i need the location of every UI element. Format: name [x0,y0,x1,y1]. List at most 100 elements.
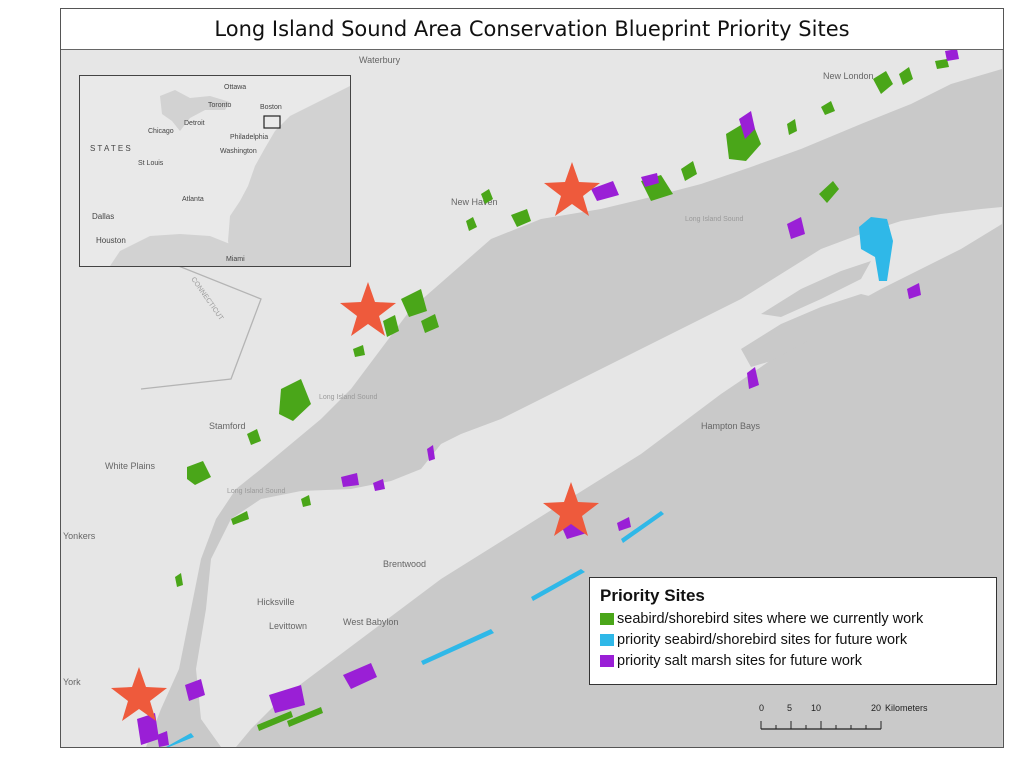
label-brentwood: Brentwood [383,559,426,569]
site-purple[interactable] [343,663,377,689]
label-white-plains: White Plains [105,461,156,471]
scale-tick-5: 5 [787,703,793,713]
site-purple[interactable] [907,283,921,299]
site-green[interactable] [353,345,365,357]
star-marker[interactable] [544,162,600,216]
site-green[interactable] [247,429,261,445]
site-purple[interactable] [341,473,359,487]
inset-label-states: S T A T E S [90,144,131,153]
star-marker[interactable] [111,667,167,721]
inset-label-dallas: Dallas [92,212,115,221]
inset-label-st-louis: St Louis [138,160,164,167]
site-purple[interactable] [739,111,755,139]
legend-label: priority seabird/shorebird sites for fut… [617,631,908,648]
state-boundary [140,258,262,390]
site-blue[interactable] [166,733,194,747]
site-green[interactable] [175,573,183,587]
site-green[interactable] [401,289,427,317]
inset-label-toronto: Toronto [208,102,232,109]
title-bar: Long Island Sound Area Conservation Blue… [61,9,1003,50]
site-green[interactable] [873,71,893,94]
inset-extent-box [263,115,281,129]
legend-swatch-green [600,612,614,625]
future-seabird-sites [166,217,893,747]
site-blue[interactable] [531,569,585,601]
legend-item-current: seabird/shorebird sites where we current… [600,608,986,629]
label-waterbury: Waterbury [359,55,401,65]
site-green[interactable] [819,181,839,203]
site-green[interactable] [899,67,913,85]
star-marker[interactable] [340,282,396,336]
star-marker[interactable] [543,482,599,536]
inset-label-boston: Boston [260,104,282,111]
legend-item-future-seabird: priority seabird/shorebird sites for fut… [600,629,986,650]
highlight-stars [111,162,600,721]
label-lis-1: Long Island Sound [685,216,743,223]
site-purple[interactable] [641,173,659,187]
inset-label-chicago: Chicago [148,128,174,135]
site-green[interactable] [301,495,311,507]
site-purple[interactable] [747,367,759,389]
map-frame: Long Island Sound Area Conservation Blue… [60,8,1004,748]
legend-swatch-purple [600,654,614,667]
legend: Priority Sites seabird/shorebird sites w… [589,577,997,685]
site-purple[interactable] [945,49,959,61]
site-green[interactable] [466,217,477,231]
site-blue[interactable] [859,217,893,281]
label-stamford: Stamford [209,421,246,431]
label-west-babylon: West Babylon [343,617,398,627]
site-purple[interactable] [787,217,805,239]
site-blue[interactable] [621,511,664,543]
inset-label-houston: Houston [96,236,126,245]
site-purple[interactable] [185,679,205,701]
scale-tick-20: 20 [871,703,882,713]
scale-unit: Kilometers [885,703,928,713]
site-purple[interactable] [157,731,169,747]
site-blue[interactable] [421,629,494,665]
inset-label-miami: Miami [226,256,245,263]
label-hampton-bays: Hampton Bays [701,421,761,431]
site-purple[interactable] [427,445,435,461]
map-title: Long Island Sound Area Conservation Blue… [214,17,850,41]
site-green[interactable] [681,161,697,181]
site-purple[interactable] [617,517,631,531]
site-green[interactable] [257,711,293,731]
inset-great-lakes [160,90,230,131]
inset-svg [80,76,350,266]
inset-land [80,76,350,266]
site-green[interactable] [511,209,531,227]
north-fork-water [761,261,871,317]
site-green[interactable] [383,315,399,337]
label-new-haven: New Haven [451,197,498,207]
label-new-london: New London [823,71,874,81]
label-lis-3: Long Island Sound [227,488,285,495]
site-green[interactable] [287,707,323,727]
legend-title: Priority Sites [600,586,705,605]
site-green[interactable] [187,461,211,485]
site-green[interactable] [279,379,311,421]
legend-swatch-blue [600,633,614,646]
inset-label-atlanta: Atlanta [182,196,204,203]
inset-label-ottawa: Ottawa [224,84,247,91]
site-purple[interactable] [269,685,305,713]
label-lis-2: Long Island Sound [319,394,377,401]
site-purple[interactable] [137,713,159,745]
label-york: York [63,677,81,687]
peconic-bay [741,294,881,367]
scale-tick-0: 0 [759,703,765,713]
site-purple[interactable] [591,181,619,201]
inset-map[interactable]: Ottawa Toronto Detroit Chicago Boston Ph… [79,75,351,267]
site-green[interactable] [935,59,949,69]
label-yonkers: Yonkers [63,531,96,541]
site-green[interactable] [231,511,249,525]
legend-label: priority salt marsh sites for future wor… [617,652,862,669]
site-purple[interactable] [373,479,385,491]
site-green[interactable] [821,101,835,115]
site-green[interactable] [787,119,797,135]
site-green[interactable] [421,314,439,333]
long-island [196,207,1002,747]
label-levittown: Levittown [269,621,307,631]
inset-label-washington: Washington [220,148,257,155]
site-green[interactable] [481,189,493,204]
inset-label-philadelphia: Philadelphia [230,134,269,141]
